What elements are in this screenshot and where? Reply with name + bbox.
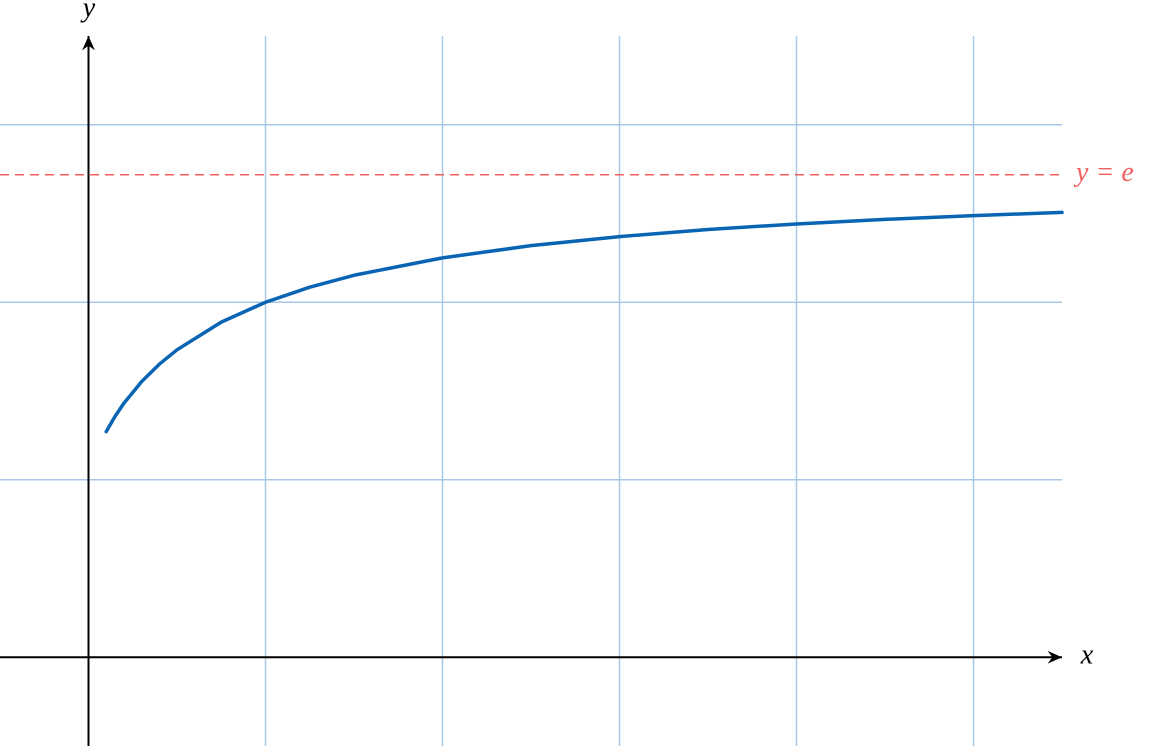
plot: y = e: [0, 36, 1134, 746]
grid: [0, 36, 1062, 746]
curve: [104, 210, 1064, 434]
x-axis-label: x: [1080, 639, 1094, 670]
reference-label: y = e: [1073, 157, 1134, 188]
y-axis-label: y: [80, 0, 96, 23]
